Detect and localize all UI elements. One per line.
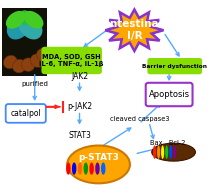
Ellipse shape	[37, 49, 50, 62]
Text: purified: purified	[21, 81, 48, 87]
Ellipse shape	[18, 10, 31, 25]
Text: cleaved caspase3: cleaved caspase3	[110, 116, 170, 122]
Ellipse shape	[152, 143, 195, 161]
Ellipse shape	[161, 145, 164, 159]
Ellipse shape	[72, 163, 76, 175]
Ellipse shape	[84, 163, 88, 175]
FancyBboxPatch shape	[147, 58, 202, 74]
Ellipse shape	[78, 163, 82, 175]
Text: STAT3: STAT3	[68, 131, 91, 140]
Polygon shape	[105, 9, 164, 51]
Ellipse shape	[157, 145, 160, 159]
Ellipse shape	[153, 145, 156, 159]
Ellipse shape	[67, 146, 130, 183]
Ellipse shape	[169, 145, 172, 159]
Text: Intestinal
I/R: Intestinal I/R	[106, 19, 163, 41]
Ellipse shape	[173, 145, 176, 159]
Ellipse shape	[18, 12, 42, 40]
Ellipse shape	[165, 145, 168, 159]
Ellipse shape	[66, 163, 71, 175]
Ellipse shape	[24, 11, 43, 29]
Text: JAK2: JAK2	[71, 72, 88, 81]
FancyBboxPatch shape	[146, 83, 193, 106]
Ellipse shape	[6, 11, 26, 29]
Ellipse shape	[95, 163, 100, 175]
Ellipse shape	[89, 163, 94, 175]
Ellipse shape	[22, 58, 35, 71]
FancyBboxPatch shape	[6, 104, 46, 123]
Ellipse shape	[30, 54, 44, 67]
Ellipse shape	[13, 59, 26, 73]
Text: MDA, SOD, GSH
IL-6, TNF-α, IL-1β: MDA, SOD, GSH IL-6, TNF-α, IL-1β	[39, 54, 104, 67]
Ellipse shape	[3, 55, 17, 69]
FancyBboxPatch shape	[41, 47, 102, 74]
Ellipse shape	[101, 163, 106, 175]
Text: Bax   Bcl-2: Bax Bcl-2	[150, 140, 186, 146]
Ellipse shape	[7, 12, 32, 40]
FancyBboxPatch shape	[2, 8, 47, 76]
Text: Barrier dysfunction: Barrier dysfunction	[142, 64, 207, 69]
Text: Apoptosis: Apoptosis	[149, 90, 190, 99]
Text: p-JAK2: p-JAK2	[67, 102, 92, 111]
Text: p-STAT3: p-STAT3	[78, 153, 119, 162]
Text: catalpol: catalpol	[10, 109, 41, 118]
